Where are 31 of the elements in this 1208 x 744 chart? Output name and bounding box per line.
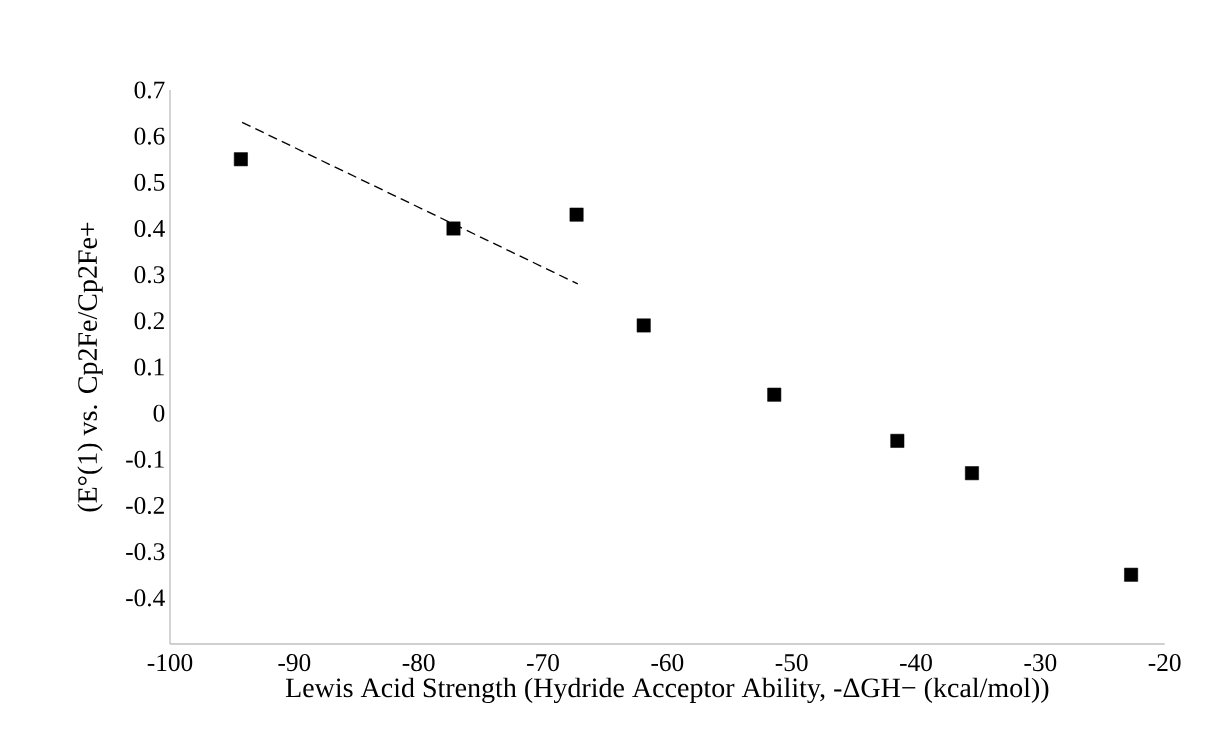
point — [636, 318, 651, 333]
y-tick-label: -0.1 — [126, 450, 164, 468]
y-tick-label: 0.7 — [134, 81, 165, 99]
y-tick-label: 0 — [153, 404, 165, 422]
x-tick-label: -40 — [900, 654, 932, 672]
y-tick-label: 0.3 — [134, 266, 165, 284]
point — [569, 207, 584, 222]
point — [767, 387, 782, 402]
point — [1124, 567, 1139, 582]
y-tick-label: 0.5 — [134, 173, 165, 191]
x-tick-label: -100 — [147, 654, 193, 672]
x-tick-label: -90 — [278, 654, 311, 672]
x-tick-label: -70 — [527, 654, 559, 672]
point — [233, 152, 248, 167]
y-tick-label: 0.2 — [134, 312, 164, 330]
y-tick-label: 0.1 — [134, 358, 164, 376]
point — [446, 221, 461, 236]
y-tick-label: -0.4 — [126, 589, 165, 607]
x-tick-label: -50 — [775, 654, 808, 672]
y-tick-label: -0.3 — [126, 543, 165, 561]
x-axis-title: Lewis Acid Strength (Hydride Acceptor Ability, -ΔGH− (kcal/mol)) — [285, 677, 1049, 704]
point — [890, 433, 905, 448]
x-tick-label: -20 — [1148, 654, 1181, 672]
y-tick-label: -0.2 — [126, 496, 164, 515]
x-tick-label: -80 — [402, 654, 435, 672]
y-tick-label: 0.6 — [134, 127, 165, 145]
y-tick-label: 0.4 — [134, 219, 165, 238]
y-axis-title: (E°(1) vs. Cp2Fe/Cp2Fe+ — [77, 222, 103, 512]
point — [965, 466, 979, 481]
x-tick-label: -30 — [1024, 654, 1057, 672]
x-tick-label: -60 — [651, 654, 684, 672]
